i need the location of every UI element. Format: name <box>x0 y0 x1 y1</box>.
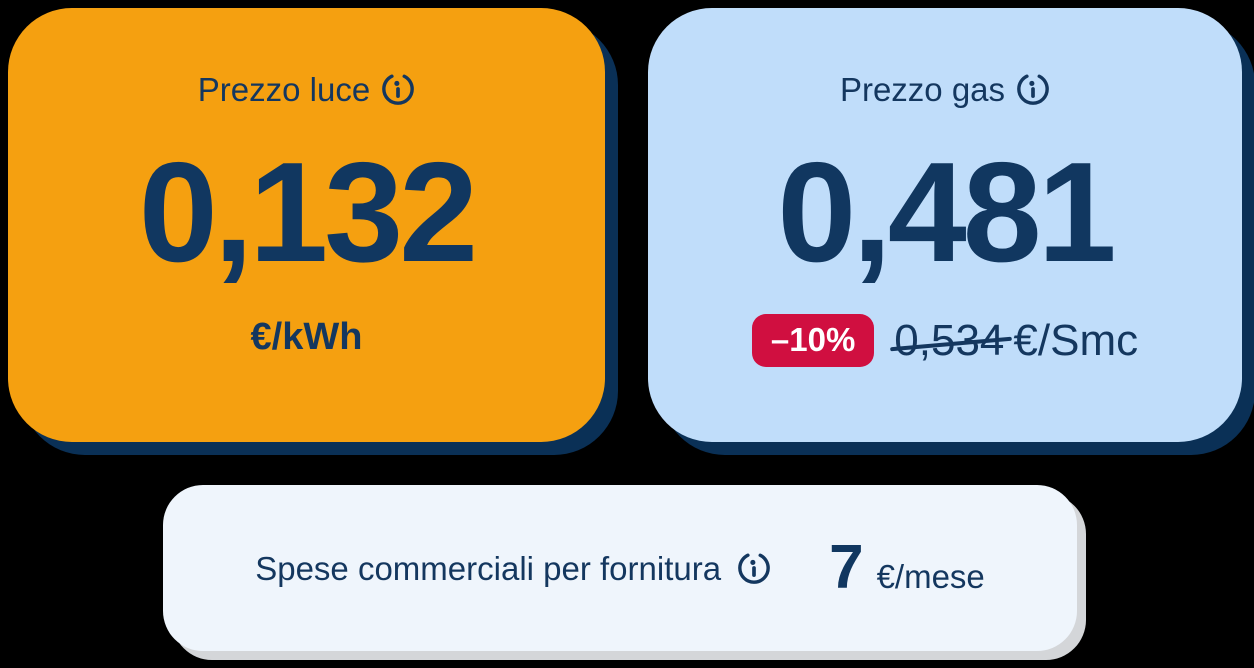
luce-price-value: 0,132 <box>138 133 478 292</box>
info-icon[interactable] <box>1016 72 1050 106</box>
card-gas-title: Prezzo gas <box>839 70 1006 108</box>
spese-commerciali-bar: Spese commerciali per fornitura 7 €/mese <box>163 485 1077 651</box>
card-gas-title-row: Prezzo gas <box>840 72 1050 106</box>
gas-old-price-unit: €/Smc <box>1013 315 1139 365</box>
spese-unit: €/mese <box>876 558 985 595</box>
gas-old-price-row: –10% 0,534 €/Smc <box>751 314 1139 367</box>
card-luce-title: Prezzo luce <box>197 70 371 108</box>
spese-label: Spese commerciali per fornitura <box>255 549 722 587</box>
discount-badge: –10% <box>751 314 875 367</box>
luce-price-unit: €/kWh <box>250 316 363 358</box>
gas-old-price: 0,534 €/Smc <box>894 315 1139 365</box>
card-luce-title-row: Prezzo luce <box>198 72 415 106</box>
spese-value-group: 7 €/mese <box>829 537 985 599</box>
gas-old-price-amount: 0,534 <box>894 315 1005 365</box>
card-prezzo-luce: Prezzo luce 0,132 €/kWh <box>8 8 605 442</box>
info-icon[interactable] <box>737 551 771 585</box>
gas-price-value: 0,481 <box>777 133 1116 292</box>
spese-value: 7 <box>829 533 864 602</box>
card-prezzo-gas: Prezzo gas 0,481 –10% 0,534 €/Smc <box>648 8 1242 442</box>
info-icon[interactable] <box>381 72 415 106</box>
